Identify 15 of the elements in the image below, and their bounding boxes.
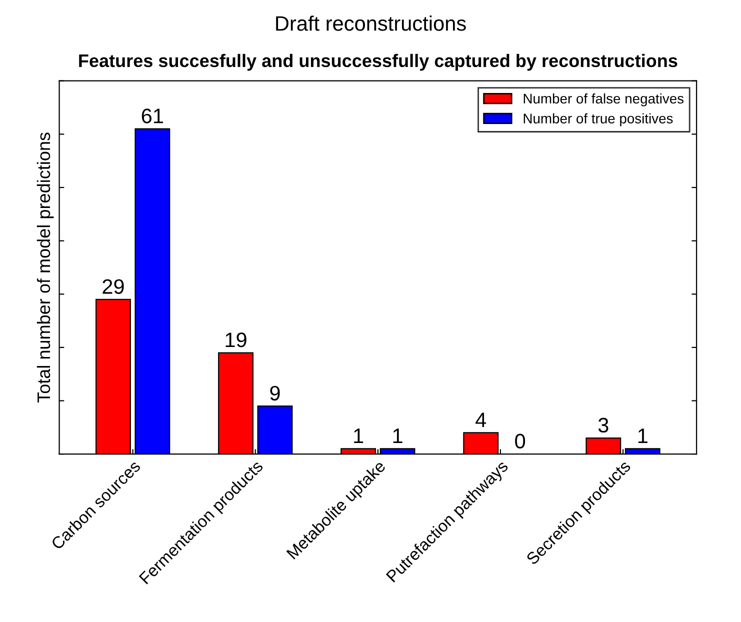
- data-label: 1: [393, 428, 402, 444]
- data-label: 19: [226, 332, 246, 348]
- data-label: 1: [638, 428, 648, 444]
- data-label: 0: [515, 434, 526, 449]
- legend-label: Number of true positives: [524, 113, 673, 126]
- data-label: 1: [354, 428, 364, 444]
- chart-subtitle: Features succesfully and unsuccessfully captured by reconstructions: [79, 54, 678, 71]
- data-label: 61: [142, 108, 163, 124]
- data-label: 9: [270, 386, 280, 401]
- data-label: 3: [598, 418, 608, 433]
- data-label: 29: [102, 279, 124, 294]
- chart-title: Draft reconstructions: [276, 16, 466, 31]
- y-axis-title: Total number of model predictions: [36, 132, 54, 403]
- legend-label: Number of false negatives: [524, 93, 684, 106]
- data-label: 4: [476, 412, 486, 428]
